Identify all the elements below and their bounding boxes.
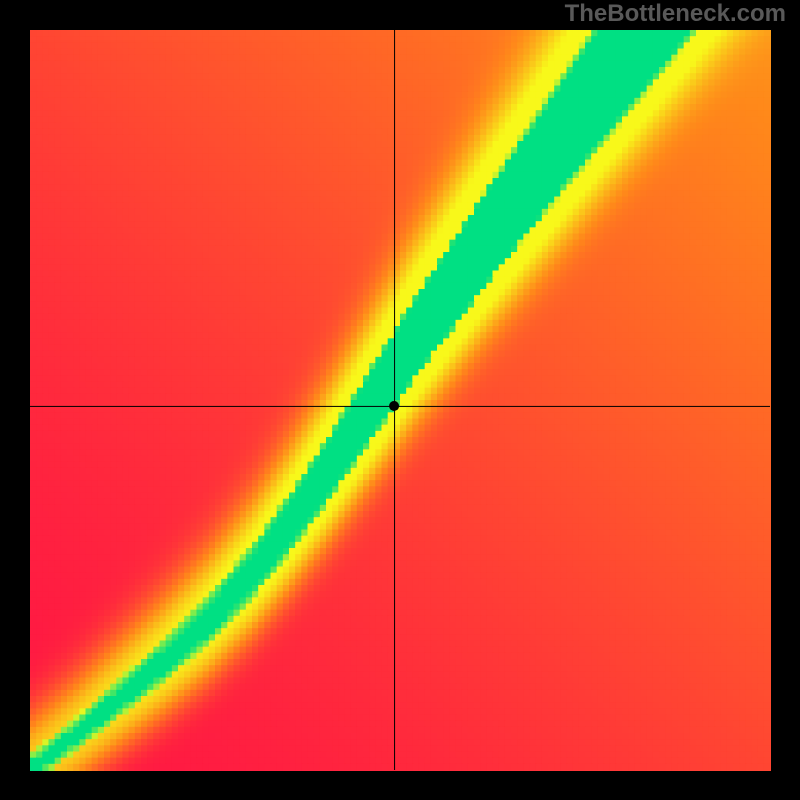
chart-container: TheBottleneck.com xyxy=(0,0,800,800)
bottleneck-heatmap xyxy=(0,0,800,800)
